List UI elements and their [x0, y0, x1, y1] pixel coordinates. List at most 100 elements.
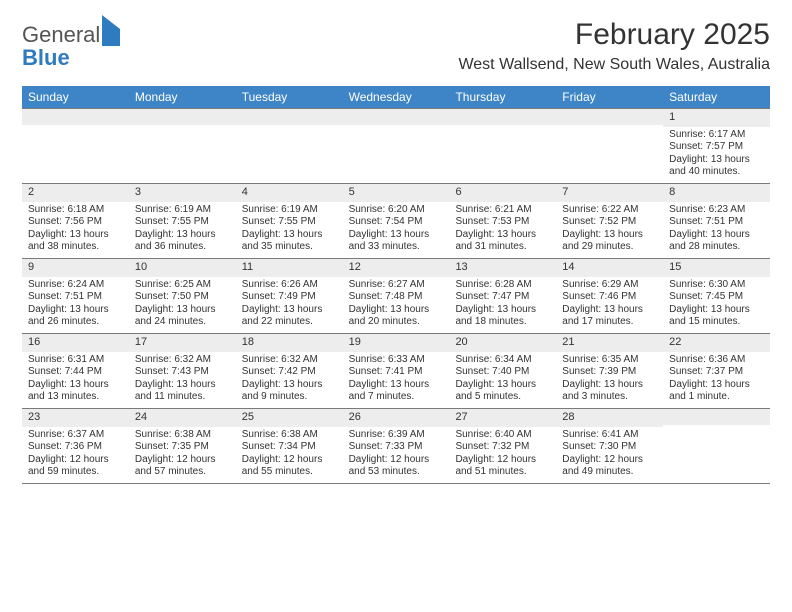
day-cell: 24Sunrise: 6:38 AMSunset: 7:35 PMDayligh… [129, 409, 236, 483]
day-number: 2 [22, 184, 129, 202]
day-body: Sunrise: 6:24 AMSunset: 7:51 PMDaylight:… [22, 277, 129, 333]
daylight-text: Daylight: 13 hours and 15 minutes. [669, 304, 764, 329]
day-number [663, 409, 770, 425]
daylight-text: Daylight: 13 hours and 18 minutes. [455, 304, 550, 329]
sunset-text: Sunset: 7:44 PM [28, 366, 123, 379]
day-body: Sunrise: 6:35 AMSunset: 7:39 PMDaylight:… [556, 352, 663, 408]
day-number: 7 [556, 184, 663, 202]
sunrise-text: Sunrise: 6:18 AM [28, 204, 123, 217]
day-body: Sunrise: 6:22 AMSunset: 7:52 PMDaylight:… [556, 202, 663, 258]
sunset-text: Sunset: 7:53 PM [455, 216, 550, 229]
day-cell: 6Sunrise: 6:21 AMSunset: 7:53 PMDaylight… [449, 184, 556, 258]
sunset-text: Sunset: 7:46 PM [562, 291, 657, 304]
day-number: 25 [236, 409, 343, 427]
sunrise-text: Sunrise: 6:34 AM [455, 354, 550, 367]
sunset-text: Sunset: 7:47 PM [455, 291, 550, 304]
daylight-text: Daylight: 13 hours and 28 minutes. [669, 229, 764, 254]
header: General Blue February 2025 West Wallsend… [22, 18, 770, 74]
sunset-text: Sunset: 7:50 PM [135, 291, 230, 304]
sunset-text: Sunset: 7:37 PM [669, 366, 764, 379]
day-body: Sunrise: 6:26 AMSunset: 7:49 PMDaylight:… [236, 277, 343, 333]
week-row: 23Sunrise: 6:37 AMSunset: 7:36 PMDayligh… [22, 408, 770, 484]
sunrise-text: Sunrise: 6:30 AM [669, 279, 764, 292]
day-body: Sunrise: 6:39 AMSunset: 7:33 PMDaylight:… [343, 427, 450, 483]
sunrise-text: Sunrise: 6:22 AM [562, 204, 657, 217]
day-cell: 11Sunrise: 6:26 AMSunset: 7:49 PMDayligh… [236, 259, 343, 333]
day-cell: 4Sunrise: 6:19 AMSunset: 7:55 PMDaylight… [236, 184, 343, 258]
day-body: Sunrise: 6:38 AMSunset: 7:34 PMDaylight:… [236, 427, 343, 483]
day-number [343, 109, 450, 125]
day-number: 24 [129, 409, 236, 427]
daylight-text: Daylight: 13 hours and 29 minutes. [562, 229, 657, 254]
dayname-row: Sunday Monday Tuesday Wednesday Thursday… [22, 86, 770, 108]
day-number: 11 [236, 259, 343, 277]
title-block: February 2025 West Wallsend, New South W… [458, 18, 770, 74]
day-number: 17 [129, 334, 236, 352]
day-cell: 23Sunrise: 6:37 AMSunset: 7:36 PMDayligh… [22, 409, 129, 483]
daylight-text: Daylight: 12 hours and 59 minutes. [28, 454, 123, 479]
day-number: 28 [556, 409, 663, 427]
sunrise-text: Sunrise: 6:20 AM [349, 204, 444, 217]
day-number [236, 109, 343, 125]
sunrise-text: Sunrise: 6:19 AM [135, 204, 230, 217]
day-body: Sunrise: 6:23 AMSunset: 7:51 PMDaylight:… [663, 202, 770, 258]
sunrise-text: Sunrise: 6:32 AM [242, 354, 337, 367]
dayname-tuesday: Tuesday [236, 86, 343, 108]
day-body: Sunrise: 6:40 AMSunset: 7:32 PMDaylight:… [449, 427, 556, 483]
daylight-text: Daylight: 13 hours and 40 minutes. [669, 154, 764, 179]
brand-part2: Blue [22, 45, 70, 70]
sunrise-text: Sunrise: 6:24 AM [28, 279, 123, 292]
day-number: 21 [556, 334, 663, 352]
day-body [129, 125, 236, 131]
day-number: 14 [556, 259, 663, 277]
daylight-text: Daylight: 13 hours and 36 minutes. [135, 229, 230, 254]
day-cell [129, 109, 236, 183]
day-cell [22, 109, 129, 183]
day-number: 15 [663, 259, 770, 277]
day-cell: 20Sunrise: 6:34 AMSunset: 7:40 PMDayligh… [449, 334, 556, 408]
day-number: 23 [22, 409, 129, 427]
daylight-text: Daylight: 13 hours and 3 minutes. [562, 379, 657, 404]
day-body: Sunrise: 6:17 AMSunset: 7:57 PMDaylight:… [663, 127, 770, 183]
daylight-text: Daylight: 13 hours and 35 minutes. [242, 229, 337, 254]
daylight-text: Daylight: 12 hours and 49 minutes. [562, 454, 657, 479]
daylight-text: Daylight: 13 hours and 33 minutes. [349, 229, 444, 254]
sunrise-text: Sunrise: 6:36 AM [669, 354, 764, 367]
sunset-text: Sunset: 7:48 PM [349, 291, 444, 304]
day-cell: 17Sunrise: 6:32 AMSunset: 7:43 PMDayligh… [129, 334, 236, 408]
day-cell: 5Sunrise: 6:20 AMSunset: 7:54 PMDaylight… [343, 184, 450, 258]
daylight-text: Daylight: 13 hours and 1 minute. [669, 379, 764, 404]
brand-logo: General Blue [22, 24, 120, 70]
sunrise-text: Sunrise: 6:26 AM [242, 279, 337, 292]
day-number: 20 [449, 334, 556, 352]
day-cell: 1Sunrise: 6:17 AMSunset: 7:57 PMDaylight… [663, 109, 770, 183]
day-number: 12 [343, 259, 450, 277]
daylight-text: Daylight: 13 hours and 17 minutes. [562, 304, 657, 329]
day-cell: 3Sunrise: 6:19 AMSunset: 7:55 PMDaylight… [129, 184, 236, 258]
day-body: Sunrise: 6:28 AMSunset: 7:47 PMDaylight:… [449, 277, 556, 333]
day-body [236, 125, 343, 131]
daylight-text: Daylight: 12 hours and 55 minutes. [242, 454, 337, 479]
sunrise-text: Sunrise: 6:35 AM [562, 354, 657, 367]
location-text: West Wallsend, New South Wales, Australi… [458, 56, 770, 74]
sunset-text: Sunset: 7:51 PM [28, 291, 123, 304]
sunset-text: Sunset: 7:42 PM [242, 366, 337, 379]
dayname-sunday: Sunday [22, 86, 129, 108]
daylight-text: Daylight: 13 hours and 5 minutes. [455, 379, 550, 404]
day-cell: 9Sunrise: 6:24 AMSunset: 7:51 PMDaylight… [22, 259, 129, 333]
day-body: Sunrise: 6:19 AMSunset: 7:55 PMDaylight:… [129, 202, 236, 258]
sunrise-text: Sunrise: 6:17 AM [669, 129, 764, 142]
sunrise-text: Sunrise: 6:41 AM [562, 429, 657, 442]
sunset-text: Sunset: 7:41 PM [349, 366, 444, 379]
weeks-container: 1Sunrise: 6:17 AMSunset: 7:57 PMDaylight… [22, 108, 770, 484]
day-body: Sunrise: 6:38 AMSunset: 7:35 PMDaylight:… [129, 427, 236, 483]
daylight-text: Daylight: 13 hours and 38 minutes. [28, 229, 123, 254]
sunset-text: Sunset: 7:45 PM [669, 291, 764, 304]
day-cell: 10Sunrise: 6:25 AMSunset: 7:50 PMDayligh… [129, 259, 236, 333]
daylight-text: Daylight: 13 hours and 7 minutes. [349, 379, 444, 404]
day-body: Sunrise: 6:20 AMSunset: 7:54 PMDaylight:… [343, 202, 450, 258]
sunset-text: Sunset: 7:52 PM [562, 216, 657, 229]
day-cell: 13Sunrise: 6:28 AMSunset: 7:47 PMDayligh… [449, 259, 556, 333]
week-row: 9Sunrise: 6:24 AMSunset: 7:51 PMDaylight… [22, 258, 770, 333]
sunrise-text: Sunrise: 6:31 AM [28, 354, 123, 367]
